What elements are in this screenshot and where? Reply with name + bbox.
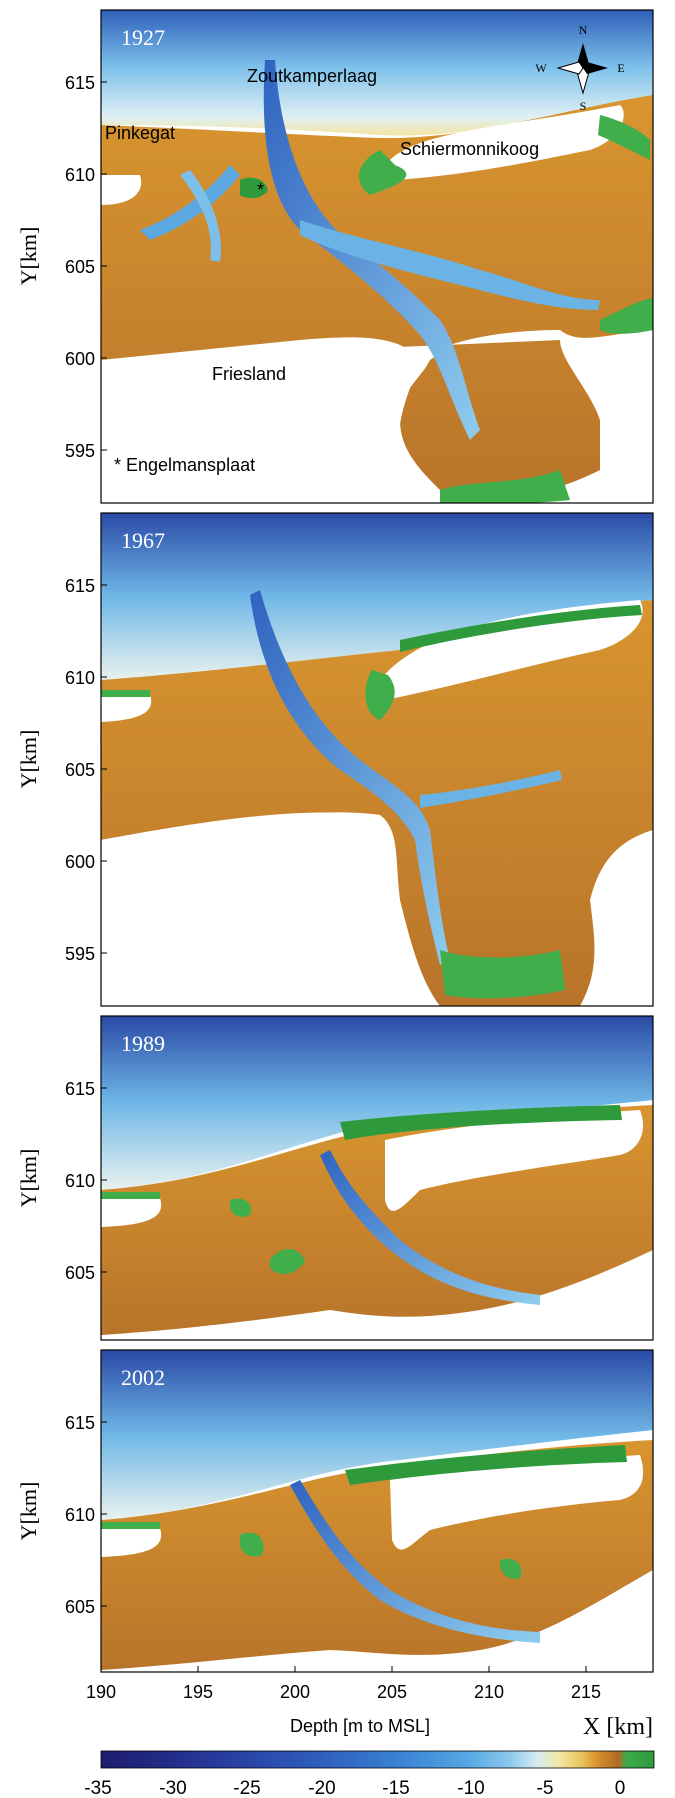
- y-tick-label: 615: [65, 576, 95, 596]
- y-tick-label: 610: [65, 1171, 95, 1191]
- panel-2002: 2002 615 610 605 Y[km] 190 195 200: [16, 1349, 654, 1702]
- y-tick: 615: [65, 576, 107, 596]
- y-tick-label: 595: [65, 944, 95, 964]
- y-axis-label: Y[km]: [16, 1482, 41, 1541]
- colorbar-tick: -25: [233, 1778, 260, 1798]
- panel-year: 1967: [121, 528, 165, 553]
- x-tick: 215: [571, 1666, 601, 1702]
- y-tick: 595: [65, 441, 107, 461]
- label-friesland: Friesland: [212, 364, 286, 384]
- panel-1989: 1989 615 610 605 Y[km]: [16, 1015, 654, 1341]
- y-axis-label: Y[km]: [16, 227, 41, 286]
- y-tick: 610: [65, 668, 107, 688]
- y-tick-label: 600: [65, 852, 95, 872]
- y-tick: 605: [65, 760, 107, 780]
- y-tick: 600: [65, 852, 107, 872]
- y-tick: 605: [65, 257, 107, 277]
- colorbar-tick: -30: [159, 1778, 186, 1798]
- label-zoutkamperlaag: Zoutkamperlaag: [247, 66, 377, 86]
- panel-frame: [100, 1349, 654, 1673]
- y-axis-label: Y[km]: [16, 1149, 41, 1208]
- x-tick: 195: [183, 1666, 213, 1702]
- x-tick: 210: [474, 1666, 504, 1702]
- panel-frame: [100, 512, 654, 1007]
- bathymetry-map-1927: [101, 10, 653, 503]
- x-tick: 190: [86, 1666, 116, 1702]
- panel-frame: [100, 9, 654, 504]
- y-tick-label: 600: [65, 349, 95, 369]
- x-tick-label: 200: [280, 1682, 310, 1702]
- label-schiermonnikoog: Schiermonnikoog: [400, 139, 539, 159]
- y-tick: 610: [65, 1171, 107, 1191]
- bathymetry-map-1967: [101, 513, 653, 1006]
- x-tick: 205: [377, 1666, 407, 1702]
- colorbar: -35 -30 -25 -20 -15 -10 -5 0: [84, 1750, 655, 1798]
- panel-1927: 1927 615 610 605 600 595 Y[km] Zoutkampe…: [16, 9, 654, 504]
- x-tick-label: 205: [377, 1682, 407, 1702]
- y-tick: 600: [65, 349, 107, 369]
- y-tick-label: 595: [65, 441, 95, 461]
- y-tick: 615: [65, 1079, 107, 1099]
- y-tick: 615: [65, 73, 107, 93]
- y-tick-label: 615: [65, 1079, 95, 1099]
- bathymetry-map-1989: [101, 1016, 653, 1340]
- x-tick-label: 190: [86, 1682, 116, 1702]
- colorbar-tick: -35: [84, 1778, 111, 1798]
- label-pinkegat: Pinkegat: [105, 123, 175, 143]
- compass-east: E: [617, 61, 624, 75]
- colorbar-tick: 0: [615, 1778, 626, 1798]
- y-tick: 605: [65, 1597, 107, 1617]
- compass-north: N: [579, 23, 588, 37]
- colorbar-gradient: [100, 1750, 655, 1769]
- y-tick-label: 605: [65, 257, 95, 277]
- compass-rose-icon: N S E W: [535, 23, 624, 113]
- y-tick-label: 615: [65, 73, 95, 93]
- y-tick-label: 610: [65, 668, 95, 688]
- colorbar-tick: -10: [457, 1778, 484, 1798]
- label-engelmansplaat: * Engelmansplaat: [114, 455, 255, 475]
- y-tick-label: 610: [65, 1505, 95, 1525]
- x-axis-label: X [km]: [583, 1714, 653, 1740]
- colorbar-tick: -15: [382, 1778, 409, 1798]
- y-tick-label: 610: [65, 165, 95, 185]
- y-tick: 595: [65, 944, 107, 964]
- panel-1967: 1967 615 610 605 600 595 Y[km]: [16, 512, 654, 1007]
- x-tick-label: 210: [474, 1682, 504, 1702]
- colorbar-label: Depth [m to MSL]: [290, 1716, 430, 1736]
- x-tick: 200: [280, 1666, 310, 1702]
- compass-south: S: [580, 99, 587, 113]
- panel-year: 1989: [121, 1031, 165, 1056]
- panel-year: 1927: [121, 25, 165, 50]
- y-tick: 610: [65, 1505, 107, 1525]
- x-tick-label: 215: [571, 1682, 601, 1702]
- y-tick: 615: [65, 1413, 107, 1433]
- y-tick: 610: [65, 165, 107, 185]
- y-axis-label: Y[km]: [16, 730, 41, 789]
- y-tick-label: 615: [65, 1413, 95, 1433]
- y-tick-label: 605: [65, 1263, 95, 1283]
- y-tick-label: 605: [65, 1597, 95, 1617]
- x-tick-label: 195: [183, 1682, 213, 1702]
- y-tick-label: 605: [65, 760, 95, 780]
- y-tick: 605: [65, 1263, 107, 1283]
- colorbar-tick: -20: [308, 1778, 335, 1798]
- panel-frame: [100, 1015, 654, 1341]
- panel-year: 2002: [121, 1365, 165, 1390]
- engelmansplaat-marker: *: [257, 180, 264, 200]
- bathymetry-map-2002: [101, 1350, 653, 1672]
- colorbar-tick: -5: [537, 1778, 554, 1798]
- compass-west: W: [535, 61, 547, 75]
